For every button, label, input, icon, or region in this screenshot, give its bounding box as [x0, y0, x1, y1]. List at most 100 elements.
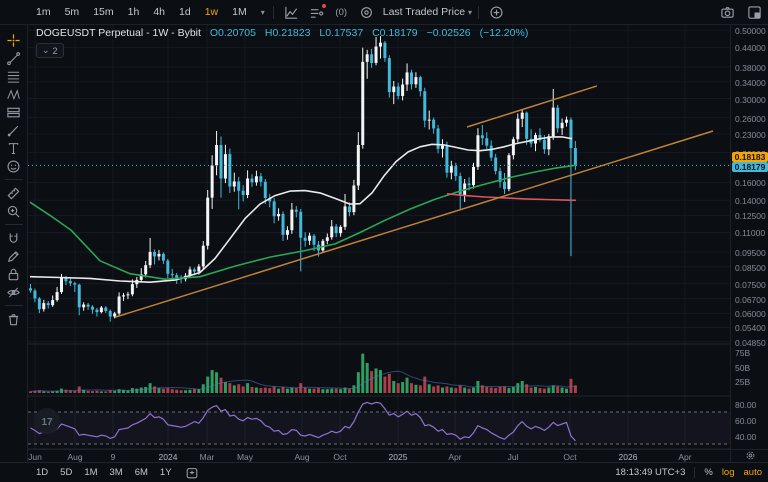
volume-bar [392, 380, 396, 393]
drawing-mode-icon[interactable] [5, 247, 23, 265]
time-tick: Apr [678, 452, 692, 462]
price-axis[interactable]: 0.50000 0.44000 0.38000 0.34000 0.30000 0.260… [730, 25, 768, 449]
notification-badge [321, 3, 326, 8]
volume-bar [325, 389, 329, 393]
remove-drawings-icon[interactable] [5, 310, 23, 328]
clock[interactable]: 18:13:49 UTC+3 [615, 467, 686, 478]
interval-dropdown-caret[interactable]: ▾ [260, 7, 265, 17]
range-button-3M[interactable]: 3M [109, 467, 123, 478]
interval-button-5m[interactable]: 5m [64, 5, 80, 18]
crosshair-icon[interactable] [5, 31, 23, 49]
candle-body [516, 118, 520, 140]
range-button-1Y[interactable]: 1Y [159, 467, 172, 478]
volume-bar [210, 370, 214, 393]
price-tick: 0.05400 [735, 323, 766, 334]
time-tick: Jun [28, 452, 42, 462]
fullscreen-icon[interactable] [746, 4, 763, 21]
gear-icon[interactable] [745, 450, 756, 464]
candle-body [374, 46, 378, 63]
candle-body [254, 176, 258, 183]
volume-bar [547, 387, 551, 393]
volume-bar [303, 387, 307, 393]
chart-style-icon[interactable] [283, 4, 300, 21]
indicator-axis-tick: 75B [735, 348, 751, 358]
interval-button-1d[interactable]: 1d [179, 5, 191, 18]
volume-bar [361, 353, 365, 393]
volume-bar [144, 386, 148, 393]
candle-body [290, 209, 294, 231]
volume-bar [463, 387, 467, 393]
camera-icon[interactable] [719, 4, 736, 21]
auto-scale-toggle[interactable]: auto [743, 467, 763, 478]
emoji-icon[interactable] [5, 157, 23, 175]
candle-body [55, 292, 59, 301]
time-axis[interactable]: Jun Aug 9 2024 Mar May Aug Oct 2025 Apr Jul Oct 2026… [28, 449, 730, 463]
candle-body [308, 235, 312, 241]
interval-button-1w[interactable]: 1w [204, 5, 219, 18]
volume-bar [254, 387, 258, 393]
legend-collapse-button[interactable]: ⌄ 2 [36, 43, 64, 58]
volume-bar [99, 391, 103, 393]
interval-button-1m[interactable]: 1m [36, 5, 51, 18]
fib-retracement-icon[interactable] [5, 67, 23, 85]
price-tick: 0.12500 [735, 211, 766, 222]
brush-icon[interactable] [5, 121, 23, 139]
volume-bar [197, 389, 201, 393]
candle-body [42, 303, 46, 310]
volume-bar [64, 389, 68, 393]
symbol-legend[interactable]: DOGEUSDT Perpetual - 1W - Bybit O0.20705… [36, 27, 528, 39]
zoom-in-icon[interactable] [5, 202, 23, 220]
axis-settings-corner[interactable] [730, 449, 768, 463]
candle-body [51, 300, 55, 306]
volume-bar [525, 384, 529, 393]
ohlc-change-pct: (−12.20%) [479, 27, 529, 39]
volume-bar [192, 388, 196, 393]
candle-body [547, 136, 551, 150]
settings-circle-icon[interactable] [358, 4, 375, 21]
indicators-icon[interactable] [308, 3, 326, 21]
candle-body [250, 178, 254, 183]
volume-bar [489, 387, 493, 393]
candle-body [86, 304, 90, 307]
magnet-icon[interactable] [5, 229, 23, 247]
plus-circle-icon[interactable] [488, 4, 505, 21]
candle-body [551, 107, 555, 137]
range-button-1M[interactable]: 1M [84, 467, 98, 478]
log-scale-toggle[interactable]: log [721, 467, 735, 478]
volume-ma-line [30, 370, 576, 392]
interval-button-4h[interactable]: 4h [153, 5, 165, 18]
volume-bar [95, 390, 99, 393]
price-source-dropdown[interactable]: Last Traded Price ▾ [382, 6, 472, 18]
lock-drawings-icon[interactable] [5, 265, 23, 283]
range-button-5D[interactable]: 5D [60, 467, 73, 478]
range-button-1D[interactable]: 1D [36, 467, 49, 478]
volume-bar [347, 388, 351, 393]
volume-bar [569, 378, 573, 393]
candle-body [29, 288, 32, 291]
ma-green-line [29, 164, 577, 281]
candle-body [569, 119, 573, 149]
price-tick: 0.04850 [735, 337, 766, 348]
volume-bar [68, 390, 72, 393]
alert-count-icon[interactable]: (0) [335, 6, 348, 18]
volume-bar [157, 388, 161, 393]
interval-button-15m[interactable]: 15m [93, 5, 114, 18]
volume-bar [409, 383, 413, 393]
hide-drawings-icon[interactable] [5, 283, 23, 301]
long-position-icon[interactable] [5, 103, 23, 121]
range-button-6M[interactable]: 6M [134, 467, 148, 478]
volume-bar [321, 389, 325, 393]
interval-button-1h[interactable]: 1h [127, 5, 140, 18]
xabcd-pattern-icon[interactable] [5, 85, 23, 103]
trend-line-icon[interactable] [5, 49, 23, 67]
volume-bar [153, 386, 157, 393]
volume-bar [396, 383, 400, 393]
text-tool-icon[interactable] [5, 139, 23, 157]
go-to-date-icon[interactable] [184, 464, 201, 481]
percent-scale-toggle[interactable]: % [704, 467, 713, 478]
interval-button-1M[interactable]: 1M [232, 5, 247, 18]
candle-body [573, 148, 577, 166]
candle-body [197, 266, 201, 272]
ruler-icon[interactable] [5, 184, 23, 202]
